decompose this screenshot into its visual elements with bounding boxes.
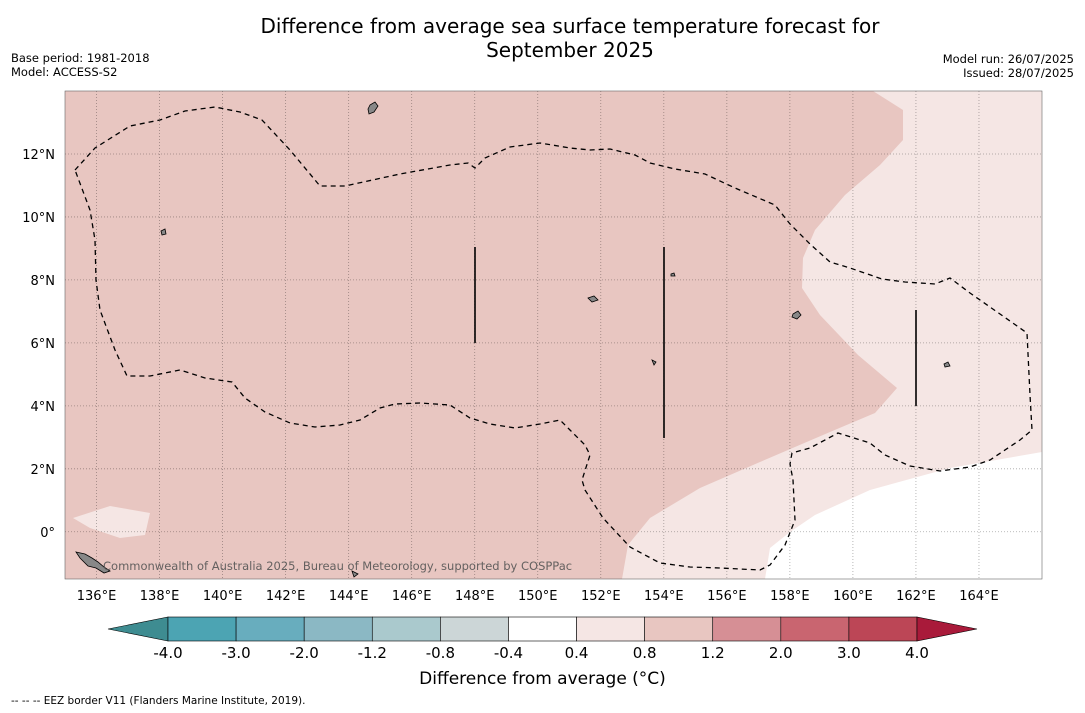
land-island-kosrae xyxy=(943,361,951,368)
boundary-lines xyxy=(474,247,917,438)
land-island-chuuk xyxy=(587,295,599,303)
longitude-label: 138°E xyxy=(140,589,180,604)
colorbar-tick-label: 3.0 xyxy=(837,644,861,662)
model-run: Model run: 26/07/2025 xyxy=(942,52,1074,66)
longitude-label: 158°E xyxy=(770,589,810,604)
colorbar-segment xyxy=(235,616,305,642)
longitude-label: 146°E xyxy=(392,589,432,604)
anomaly-region-0.4-0.8 xyxy=(622,91,1042,579)
colorbar-segment xyxy=(440,616,509,642)
map-plot-area: Commonwealth of Australia 2025, Bureau o… xyxy=(65,91,1042,579)
land-features xyxy=(75,101,951,578)
colorbar-tick-label: -2.0 xyxy=(290,644,319,662)
colorbar-tick-label: 1.2 xyxy=(701,644,725,662)
map-frame xyxy=(64,90,1043,580)
colorbar-segment xyxy=(167,616,237,642)
eez-legend-note: -- -- -- EEZ border V11 (Flanders Marine… xyxy=(11,695,306,707)
longitude-label: 140°E xyxy=(203,589,243,604)
latitude-label: 2°N xyxy=(31,463,56,478)
land-island-north xyxy=(367,101,379,115)
colorbar-tick-label: -4.0 xyxy=(153,644,182,662)
colorbar-extend-low xyxy=(107,616,169,642)
map-title: Difference from average sea surface temp… xyxy=(220,14,920,62)
colorbar-tick-label: -1.2 xyxy=(358,644,387,662)
land-islet-4 xyxy=(351,570,359,578)
base-period: Base period: 1981-2018 xyxy=(11,51,150,65)
latitude-label: 8°N xyxy=(31,274,56,289)
longitude-label: 144°E xyxy=(329,589,369,604)
latitude-label: 12°N xyxy=(22,148,55,163)
colorbar-segment xyxy=(712,616,782,642)
colorbar-segment xyxy=(780,616,850,642)
colorbar-tick-label: 2.0 xyxy=(769,644,793,662)
longitude-label: 148°E xyxy=(455,589,495,604)
longitude-labels: 136°E 138°E 140°E 142°E 144°E 146°E 148°E 150°E… xyxy=(77,589,999,604)
colorbar-tick-label: -3.0 xyxy=(221,644,250,662)
land-island-pohnpei xyxy=(791,310,802,320)
longitude-label: 142°E xyxy=(266,589,306,604)
anomaly-region-neutral xyxy=(765,452,1042,579)
colorbar-segment xyxy=(576,616,645,642)
copyright-text: Commonwealth of Australia 2025, Bureau o… xyxy=(103,559,572,573)
latitude-label: 6°N xyxy=(31,337,56,352)
graticule xyxy=(65,91,1042,579)
colorbar-title: Difference from average (°C) xyxy=(419,669,666,689)
base-info: Base period: 1981-2018 Model: ACCESS-S2 xyxy=(11,51,150,79)
colorbar-tick-label: -0.8 xyxy=(426,644,455,662)
issued-date: Issued: 28/07/2025 xyxy=(963,66,1074,80)
longitude-label: 136°E xyxy=(77,589,117,604)
latitude-label: 10°N xyxy=(22,211,55,226)
longitude-label: 150°E xyxy=(518,589,558,604)
colorbar-segment xyxy=(371,616,441,642)
colorbar-segment xyxy=(508,616,577,642)
colorbar-segment xyxy=(848,616,918,642)
run-info: Model run: 26/07/2025 Issued: 28/07/2025 xyxy=(943,52,1074,80)
model-name: Model: ACCESS-S2 xyxy=(11,65,118,79)
colorbar-tick-label: 4.0 xyxy=(905,644,929,662)
colorbar-segment xyxy=(303,616,373,642)
colorbar xyxy=(107,616,978,642)
longitude-label: 164°E xyxy=(959,589,999,604)
longitude-label: 152°E xyxy=(581,589,621,604)
colorbar-tick-label: 0.4 xyxy=(565,644,589,662)
colorbar-tick-label: 0.8 xyxy=(633,644,657,662)
title-line-2: September 2025 xyxy=(486,38,654,62)
colorbar-extend-high xyxy=(916,616,978,642)
longitude-label: 162°E xyxy=(896,589,936,604)
title-line-1: Difference from average sea surface temp… xyxy=(260,14,880,38)
latitude-label: 4°N xyxy=(31,400,56,415)
longitude-label: 156°E xyxy=(707,589,747,604)
land-islet-3 xyxy=(651,359,657,366)
latitude-labels: 12°N 10°N 8°N 6°N 4°N 2°N 0° xyxy=(22,148,55,541)
land-new-guinea-west xyxy=(75,551,111,574)
colorbar-tick-labels: -4.0 -3.0 -2.0 -1.2 -0.8 -0.4 0.4 0.8 1.2 2.0 3.0 4… xyxy=(153,644,929,662)
land-islet-2 xyxy=(670,272,676,277)
colorbar-tick-label: -0.4 xyxy=(494,644,523,662)
eez-border xyxy=(74,106,1033,571)
land-islet-1 xyxy=(160,228,167,236)
latitude-label: 0° xyxy=(40,526,55,541)
longitude-label: 154°E xyxy=(644,589,684,604)
anomaly-patch-0.4-0.8-west xyxy=(73,506,150,538)
colorbar-segment xyxy=(644,616,714,642)
longitude-label: 160°E xyxy=(833,589,873,604)
